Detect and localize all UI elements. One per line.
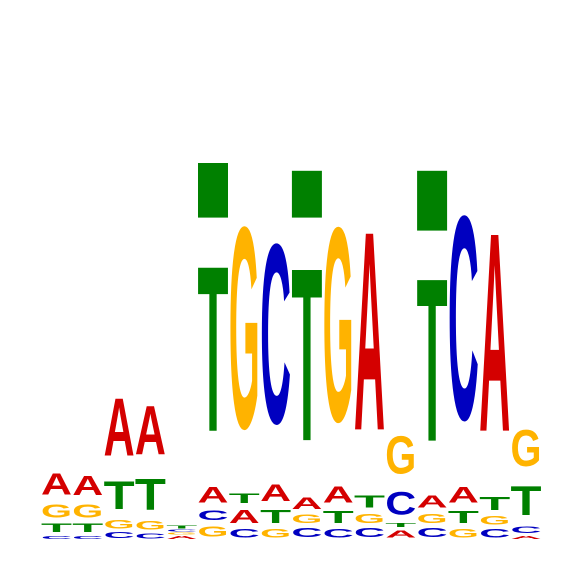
- glyph-a: A: [41, 467, 72, 501]
- glyph-c: C: [448, 156, 479, 482]
- glyph-g: G: [229, 167, 260, 489]
- glyph-c: C: [323, 527, 354, 540]
- glyph-t: T: [511, 477, 542, 524]
- glyph-t: T: [260, 506, 291, 527]
- glyph-a: A: [260, 479, 291, 506]
- glyph-t: T: [448, 508, 479, 527]
- glyph-t: T: [41, 522, 73, 535]
- glyph-t: T: [198, 218, 229, 482]
- glyph-c: C: [260, 191, 291, 477]
- glyph-a: A: [104, 382, 135, 474]
- glyph-g: G: [72, 501, 103, 522]
- glyph-c: C: [104, 531, 135, 540]
- glyph-g: G: [41, 501, 72, 522]
- glyph-c: C: [166, 530, 197, 533]
- glyph-c: C: [479, 527, 510, 540]
- glyph-a: A: [448, 483, 479, 508]
- glyph-g: G: [291, 513, 322, 526]
- glyph-a: A: [354, 173, 385, 490]
- glyph-a: A: [323, 482, 354, 508]
- glyph-a: A: [511, 535, 542, 540]
- glyph-g: G: [385, 425, 416, 485]
- glyph-t: T: [135, 471, 166, 520]
- glyph-c: C: [417, 525, 448, 540]
- glyph-c: C: [229, 527, 260, 540]
- glyph-g: G: [166, 532, 197, 535]
- glyph-t: T: [323, 508, 354, 527]
- glyph-c: C: [72, 535, 103, 540]
- glyph-g: G: [354, 512, 385, 526]
- glyph-t-cap: [417, 170, 448, 231]
- glyph-t: T: [417, 229, 448, 490]
- glyph-c: C: [291, 525, 322, 540]
- glyph-a: A: [135, 393, 166, 470]
- glyph-g: G: [323, 170, 354, 479]
- glyph-t: T: [166, 524, 197, 529]
- glyph-a: A: [479, 175, 510, 492]
- glyph-t-cap: [198, 163, 228, 218]
- glyph-c: C: [354, 525, 385, 540]
- glyph-g: G: [260, 527, 291, 540]
- glyph-g: G: [448, 527, 479, 540]
- glyph-t-cap: [291, 170, 322, 218]
- glyph-t: T: [72, 522, 104, 535]
- glyph-a: A: [72, 469, 103, 501]
- glyph-a: A: [198, 483, 229, 508]
- glyph-g: G: [104, 518, 135, 531]
- glyph-c: C: [41, 535, 72, 540]
- glyph-g: G: [511, 419, 542, 477]
- glyph-c: C: [385, 486, 416, 522]
- glyph-t: T: [385, 522, 416, 529]
- glyph-a: A: [291, 495, 322, 513]
- glyph-t: T: [229, 490, 260, 506]
- glyph-t: T: [291, 216, 322, 493]
- glyph-a: A: [166, 535, 197, 540]
- glyph-t: T: [479, 493, 510, 514]
- glyph-g: G: [479, 514, 510, 527]
- glyph-a: A: [385, 528, 416, 540]
- glyph-c: C: [197, 507, 228, 523]
- glyph-a: A: [229, 507, 260, 528]
- glyph-g: G: [135, 519, 166, 532]
- glyph-t: T: [354, 492, 385, 511]
- glyph-t: T: [104, 474, 135, 518]
- glyph-c: C: [135, 532, 166, 540]
- glyph-g: G: [198, 524, 229, 541]
- glyph-g: G: [417, 512, 448, 526]
- glyph-a: A: [417, 492, 448, 512]
- glyph-c: C: [511, 524, 542, 534]
